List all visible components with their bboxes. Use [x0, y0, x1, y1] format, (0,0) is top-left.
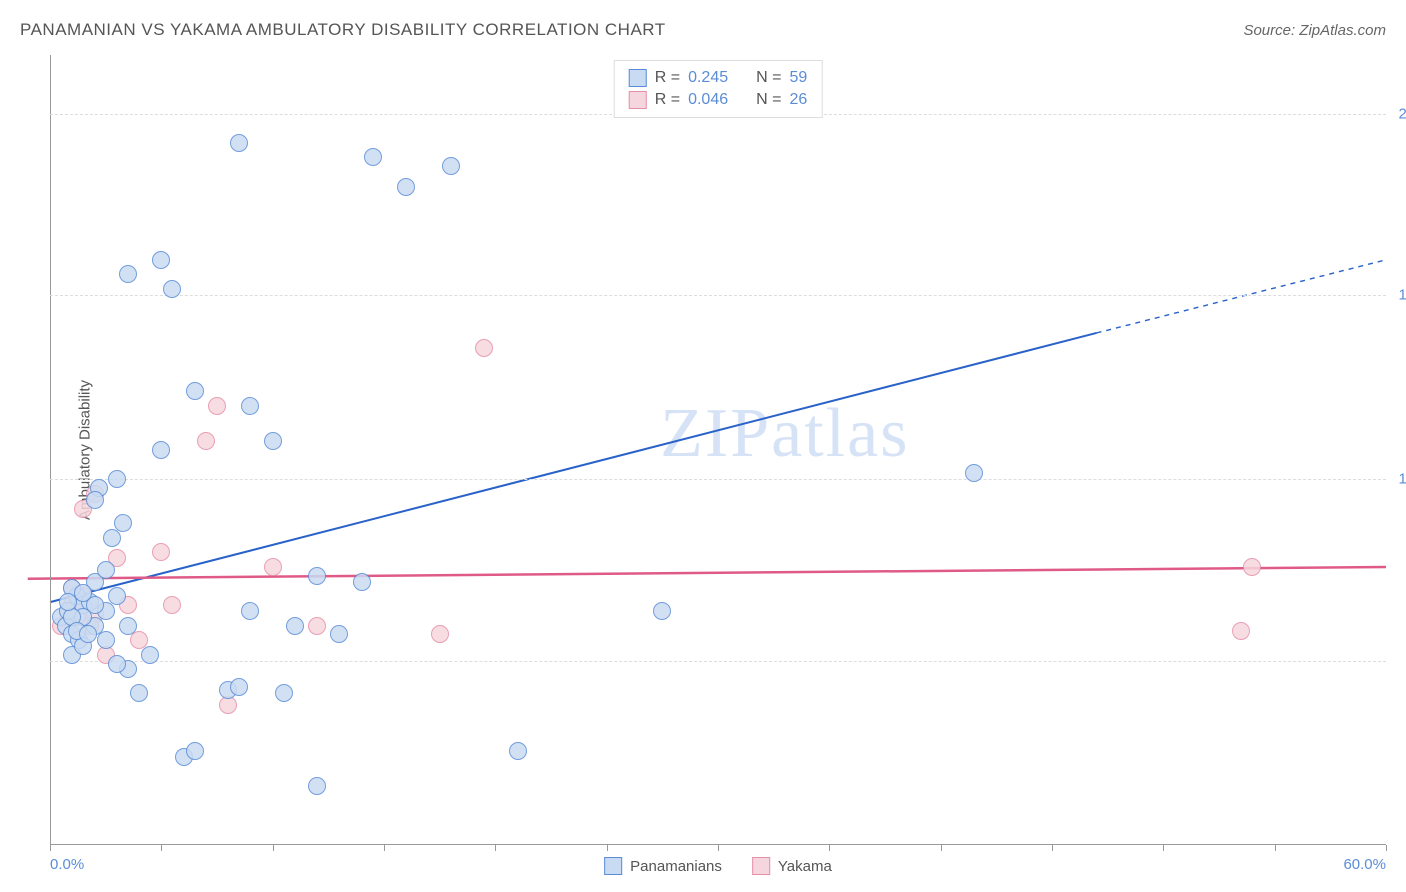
data-point — [965, 464, 983, 482]
data-point — [130, 684, 148, 702]
data-point — [308, 617, 326, 635]
trend-lines — [50, 55, 1386, 845]
x-tick — [495, 845, 496, 851]
data-point — [308, 567, 326, 585]
gridline — [50, 295, 1386, 296]
data-point — [186, 742, 204, 760]
x-tick — [1386, 845, 1387, 851]
data-point — [114, 514, 132, 532]
r-value-1: 0.245 — [688, 69, 728, 87]
data-point — [86, 491, 104, 509]
swatch-series2 — [629, 91, 647, 109]
plot-area: ZIPatlas 6.3%12.5%18.8%25.0%0.0%60.0% — [50, 55, 1386, 845]
data-point — [475, 339, 493, 357]
data-point — [108, 470, 126, 488]
data-point — [141, 646, 159, 664]
x-tick — [273, 845, 274, 851]
series1-label: Panamanians — [630, 858, 722, 875]
data-point — [431, 625, 449, 643]
swatch-bottom-1 — [604, 857, 622, 875]
trend-line — [50, 333, 1097, 602]
correlation-legend: R = 0.245 N = 59 R = 0.046 N = 26 — [614, 60, 823, 118]
chart-area: Ambulatory Disability ZIPatlas 6.3%12.5%… — [50, 55, 1386, 845]
n-value-2: 26 — [789, 91, 807, 109]
swatch-series1 — [629, 69, 647, 87]
data-point — [152, 441, 170, 459]
x-tick — [50, 845, 51, 851]
chart-title: PANAMANIAN VS YAKAMA AMBULATORY DISABILI… — [20, 20, 666, 40]
gridline — [50, 661, 1386, 662]
data-point — [397, 178, 415, 196]
data-point — [308, 777, 326, 795]
n-label: N = — [756, 69, 781, 87]
data-point — [208, 397, 226, 415]
data-point — [442, 157, 460, 175]
legend-item-1: Panamanians — [604, 857, 722, 875]
x-tick-label: 60.0% — [1343, 856, 1386, 873]
x-tick — [829, 845, 830, 851]
x-tick — [607, 845, 608, 851]
legend-item-2: Yakama — [752, 857, 832, 875]
data-point — [330, 625, 348, 643]
data-point — [509, 742, 527, 760]
data-point — [119, 617, 137, 635]
r-label: R = — [655, 69, 680, 87]
x-tick — [718, 845, 719, 851]
data-point — [108, 655, 126, 673]
x-tick — [1052, 845, 1053, 851]
data-point — [1232, 622, 1250, 640]
x-tick — [1275, 845, 1276, 851]
y-tick-label: 12.5% — [1398, 471, 1406, 488]
data-point — [230, 678, 248, 696]
r-label-2: R = — [655, 91, 680, 109]
data-point — [186, 382, 204, 400]
data-point — [286, 617, 304, 635]
data-point — [86, 596, 104, 614]
series-legend: Panamanians Yakama — [604, 857, 832, 875]
x-tick — [161, 845, 162, 851]
swatch-bottom-2 — [752, 857, 770, 875]
n-label-2: N = — [756, 91, 781, 109]
data-point — [364, 148, 382, 166]
data-point — [119, 265, 137, 283]
data-point — [59, 593, 77, 611]
data-point — [163, 596, 181, 614]
n-value-1: 59 — [789, 69, 807, 87]
legend-row-1: R = 0.245 N = 59 — [629, 67, 808, 89]
data-point — [353, 573, 371, 591]
data-point — [97, 561, 115, 579]
series2-label: Yakama — [778, 858, 832, 875]
x-tick — [1163, 845, 1164, 851]
source-label: Source: ZipAtlas.com — [1243, 22, 1386, 39]
r-value-2: 0.046 — [688, 91, 728, 109]
data-point — [241, 397, 259, 415]
x-tick — [941, 845, 942, 851]
data-point — [653, 602, 671, 620]
data-point — [1243, 558, 1261, 576]
data-point — [197, 432, 215, 450]
trend-line-dashed — [1097, 260, 1386, 333]
gridline — [50, 479, 1386, 480]
data-point — [152, 251, 170, 269]
x-tick-label: 0.0% — [50, 856, 84, 873]
data-point — [230, 134, 248, 152]
x-tick — [384, 845, 385, 851]
data-point — [275, 684, 293, 702]
data-point — [79, 625, 97, 643]
y-tick-label: 18.8% — [1398, 286, 1406, 303]
data-point — [264, 558, 282, 576]
data-point — [241, 602, 259, 620]
data-point — [97, 631, 115, 649]
data-point — [163, 280, 181, 298]
data-point — [264, 432, 282, 450]
y-tick-label: 25.0% — [1398, 105, 1406, 122]
data-point — [152, 543, 170, 561]
data-point — [103, 529, 121, 547]
trend-line — [28, 567, 1386, 579]
legend-row-2: R = 0.046 N = 26 — [629, 89, 808, 111]
y-axis — [50, 55, 51, 845]
